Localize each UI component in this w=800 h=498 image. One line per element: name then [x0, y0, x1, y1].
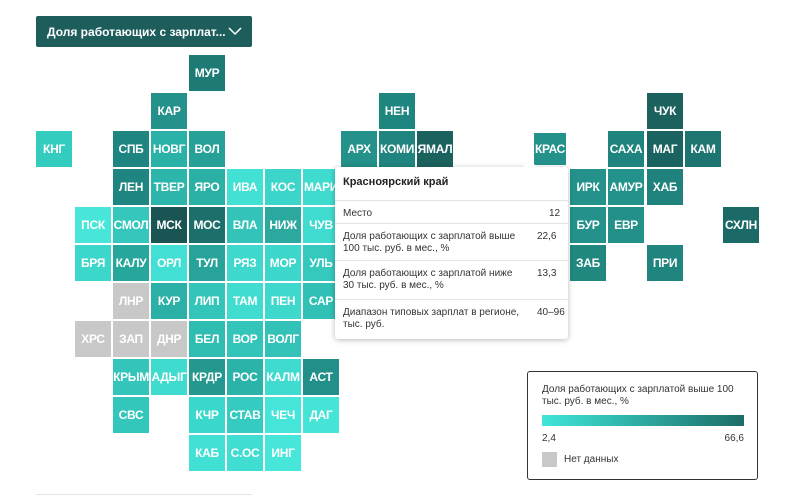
region-tile-став[interactable]: СТАВ: [227, 397, 263, 433]
region-tile-каб[interactable]: КАБ: [189, 435, 225, 471]
region-tile-сар[interactable]: САР: [303, 283, 339, 319]
region-tile-лнр[interactable]: ЛНР: [113, 283, 149, 319]
region-tooltip: Красноярский край Место 12 Доля работающ…: [335, 160, 568, 339]
region-tile-пен[interactable]: ПЕН: [265, 283, 301, 319]
region-tile-кнг[interactable]: КНГ: [36, 131, 72, 167]
region-tile-чук[interactable]: ЧУК: [647, 93, 683, 129]
region-tile-евр[interactable]: ЕВР: [608, 207, 644, 243]
legend-title: Доля работающих с зарплатой выше 100 тыс…: [542, 384, 734, 407]
region-tile-мур[interactable]: МУР: [189, 55, 225, 91]
region-tile-крдр[interactable]: КРДР: [189, 359, 225, 395]
region-tile-кам[interactable]: КАМ: [685, 131, 721, 167]
legend-max: 66,6: [724, 433, 744, 444]
region-tile-калм[interactable]: КАЛМ: [265, 359, 301, 395]
region-tile-бел[interactable]: БЕЛ: [189, 321, 225, 357]
chevron-down-icon: [228, 27, 242, 36]
region-tile-мск[interactable]: МСК: [151, 207, 187, 243]
region-tile-тул[interactable]: ТУЛ: [189, 245, 225, 281]
tooltip-row-value: 22,6: [537, 231, 557, 242]
region-tile-амур[interactable]: АМУР: [608, 169, 644, 205]
tooltip-row-above-100k: Доля работающих с зарплатой выше 100 тыс…: [335, 223, 568, 259]
region-tile-пск[interactable]: ПСК: [75, 207, 111, 243]
region-tile-кчр[interactable]: КЧР: [189, 397, 225, 433]
tooltip-row-label: Место: [343, 208, 373, 219]
region-tile-кур[interactable]: КУР: [151, 283, 187, 319]
region-tile-ряз[interactable]: РЯЗ: [227, 245, 263, 281]
tooltip-row-value: 40–96: [537, 307, 565, 318]
tooltip-row-label: Доля работающих с зарплатой ниже 30 тыс.…: [343, 268, 513, 291]
tooltip-row-below-30k: Доля работающих с зарплатой ниже 30 тыс.…: [335, 260, 568, 297]
color-legend: Доля работающих с зарплатой выше 100 тыс…: [527, 371, 758, 480]
region-tile-инг[interactable]: ИНГ: [265, 435, 301, 471]
region-tile-смол[interactable]: СМОЛ: [113, 207, 149, 243]
region-tile-при[interactable]: ПРИ: [647, 245, 683, 281]
region-tile-зап[interactable]: ЗАП: [113, 321, 149, 357]
region-tile-вла[interactable]: ВЛА: [227, 207, 263, 243]
region-tile-аст[interactable]: АСТ: [303, 359, 339, 395]
tooltip-row-value: 13,3: [537, 268, 557, 279]
region-tile-волг[interactable]: ВОЛГ: [265, 321, 301, 357]
region-tile-бур[interactable]: БУР: [570, 207, 606, 243]
region-tile-свс[interactable]: СВС: [113, 397, 149, 433]
region-tile-кар[interactable]: КАР: [151, 93, 187, 129]
region-tile-крас[interactable]: КРАС: [532, 131, 568, 167]
region-tile-кос[interactable]: КОС: [265, 169, 301, 205]
region-tile-арх[interactable]: АРХ: [341, 131, 377, 167]
tooltip-title: Красноярский край: [343, 176, 449, 188]
divider: [36, 494, 252, 495]
region-tile-яро[interactable]: ЯРО: [189, 169, 225, 205]
region-tile-хрс[interactable]: ХРС: [75, 321, 111, 357]
region-tile-рос[interactable]: РОС: [227, 359, 263, 395]
region-tile-уль[interactable]: УЛЬ: [303, 245, 339, 281]
region-tile-мос[interactable]: МОС: [189, 207, 225, 243]
legend-gradient-bar: [542, 415, 744, 426]
region-tile-калу[interactable]: КАЛУ: [113, 245, 149, 281]
region-tile-вор[interactable]: ВОР: [227, 321, 263, 357]
tooltip-row-salary-range: Диапазон типовых зарплат в регионе, тыс.…: [335, 299, 568, 339]
region-tile-хаб[interactable]: ХАБ: [647, 169, 683, 205]
legend-min: 2,4: [542, 433, 556, 444]
tooltip-row-rank: Место 12: [335, 200, 568, 230]
region-tile-адыг[interactable]: АДЫГ: [151, 359, 187, 395]
region-tile-чеч[interactable]: ЧЕЧ: [265, 397, 301, 433]
region-tile-чув[interactable]: ЧУВ: [303, 207, 339, 243]
tooltip-arrow: [523, 160, 537, 167]
indicator-dropdown-label: Доля работающих с зарплат...: [47, 24, 226, 39]
region-tile-крым[interactable]: КРЫМ: [113, 359, 149, 395]
no-data-label: Нет данных: [564, 454, 619, 465]
region-tile-твер[interactable]: ТВЕР: [151, 169, 187, 205]
region-tile-заб[interactable]: ЗАБ: [570, 245, 606, 281]
tooltip-row-label: Доля работающих с зарплатой выше 100 тыс…: [343, 231, 516, 254]
region-tile-ирк[interactable]: ИРК: [570, 169, 606, 205]
region-tile-ива[interactable]: ИВА: [227, 169, 263, 205]
region-tile-с.ос[interactable]: С.ОС: [227, 435, 263, 471]
region-tile-нен[interactable]: НЕН: [379, 93, 415, 129]
region-tile-там[interactable]: ТАМ: [227, 283, 263, 319]
region-tile-схлн[interactable]: СХЛН: [723, 207, 759, 243]
region-tile-мор[interactable]: МОР: [265, 245, 301, 281]
region-tile-новг[interactable]: НОВГ: [151, 131, 187, 167]
tooltip-row-value: 12: [549, 208, 561, 219]
region-tile-лип[interactable]: ЛИП: [189, 283, 225, 319]
region-tile-днр[interactable]: ДНР: [151, 321, 187, 357]
region-tile-маг[interactable]: МАГ: [647, 131, 683, 167]
region-tile-спб[interactable]: СПБ: [113, 131, 149, 167]
region-tile-коми[interactable]: КОМИ: [379, 131, 415, 167]
indicator-dropdown[interactable]: Доля работающих с зарплат...: [36, 16, 252, 47]
tooltip-row-label: Диапазон типовых зарплат в регионе, тыс.…: [343, 307, 520, 330]
region-tile-бря[interactable]: БРЯ: [75, 245, 111, 281]
region-tile-даг[interactable]: ДАГ: [303, 397, 339, 433]
region-tile-саха[interactable]: САХА: [608, 131, 644, 167]
region-tile-ямал[interactable]: ЯМАЛ: [417, 131, 453, 167]
region-tile-лен[interactable]: ЛЕН: [113, 169, 149, 205]
region-tile-ниж[interactable]: НИЖ: [265, 207, 301, 243]
region-tile-вол[interactable]: ВОЛ: [189, 131, 225, 167]
region-tile-орл[interactable]: ОРЛ: [151, 245, 187, 281]
region-tile-мари[interactable]: МАРИ: [303, 169, 339, 205]
no-data-swatch: [542, 452, 557, 467]
